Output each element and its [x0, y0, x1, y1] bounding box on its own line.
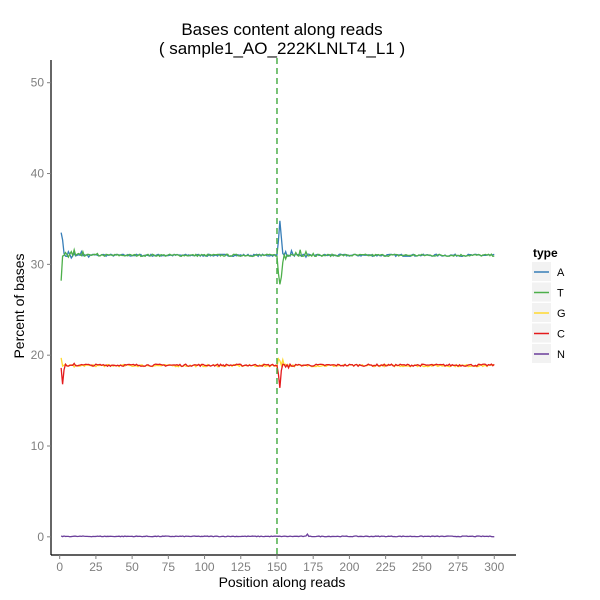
y-tick-label: 0 — [37, 530, 44, 544]
y-tick-label: 50 — [31, 76, 45, 90]
x-axis-label: Position along reads — [219, 574, 346, 590]
series-line-n — [60, 532, 495, 538]
y-tick-label: 10 — [31, 439, 45, 453]
x-tick-label: 175 — [303, 560, 323, 574]
x-tick-label: 125 — [231, 560, 251, 574]
legend-label-g: G — [557, 308, 566, 320]
chart-title-line1: Bases content along reads — [181, 20, 382, 39]
y-tick-label: 20 — [31, 348, 45, 362]
series-line-c — [60, 362, 495, 388]
x-tick-label: 225 — [376, 560, 396, 574]
legend-title: type — [533, 246, 558, 260]
chart-title-line2: ( sample1_AO_222KLNLT4_L1 ) — [159, 39, 405, 58]
x-tick-label: 275 — [448, 560, 468, 574]
x-tick-label: 75 — [162, 560, 176, 574]
x-tick-label: 150 — [267, 560, 287, 574]
x-tick-label: 250 — [412, 560, 432, 574]
x-tick-label: 200 — [339, 560, 359, 574]
y-tick-label: 40 — [31, 167, 45, 181]
x-tick-label: 300 — [484, 560, 504, 574]
legend-label-n: N — [557, 349, 565, 361]
x-tick-label: 100 — [195, 560, 215, 574]
legend-label-c: C — [557, 329, 565, 341]
legend-label-t: T — [557, 288, 564, 300]
x-tick-label: 50 — [125, 560, 139, 574]
series-line-t — [60, 247, 495, 285]
x-tick-label: 0 — [56, 560, 63, 574]
y-tick-label: 30 — [31, 257, 45, 271]
plot-area — [60, 58, 495, 555]
x-tick-label: 25 — [89, 560, 103, 574]
legend-label-a: A — [557, 267, 565, 279]
axis-ticks: 0 25 50 75 100 125 150 175 200 225 250 275 300 0 10 20 3… — [31, 76, 505, 574]
y-axis-label: Percent of bases — [11, 253, 27, 358]
